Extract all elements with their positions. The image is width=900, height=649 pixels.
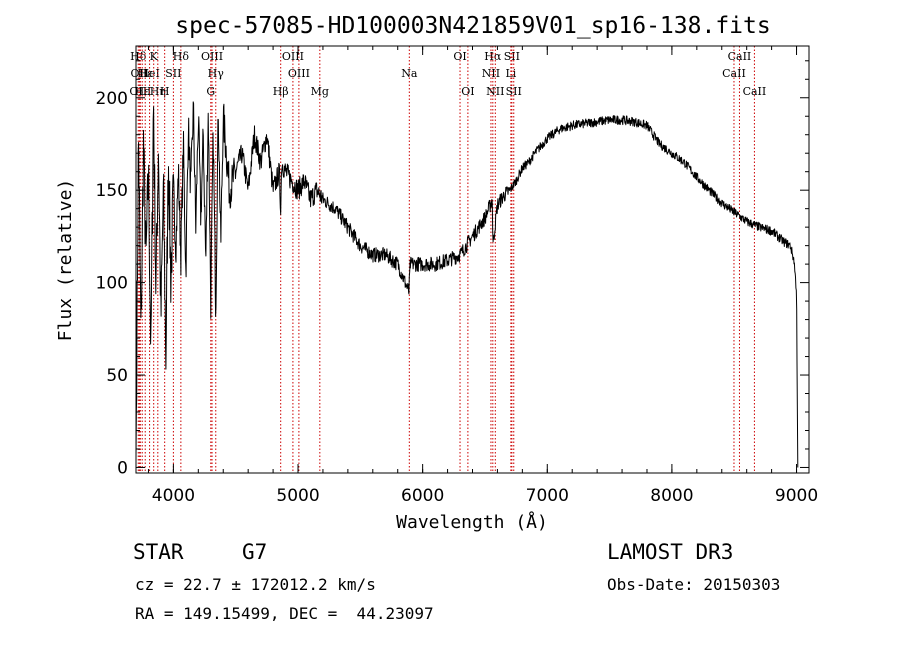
spectral-line-label: SII: [504, 50, 520, 63]
spectral-line-label: OIII: [201, 50, 223, 63]
axes-layer: 4000 5000 6000 7000 8000 9000 0 50 100 150 200: [96, 46, 818, 506]
spectral-line-label: Mg: [311, 85, 329, 98]
spectral-line-label: NII: [482, 67, 500, 80]
spectral-line-label: Hγ: [208, 67, 225, 80]
spectral-line-label: OII: [131, 67, 149, 80]
spectral-line-label: Hβ: [273, 85, 289, 98]
spectral-line-label: OIII: [129, 85, 151, 98]
spectral-line-label: SII: [506, 85, 522, 98]
spectral-line-label: CaII: [743, 85, 767, 98]
spectral-line-label: G: [206, 85, 215, 98]
spectral-line-label: SII: [165, 67, 181, 80]
x-tick-label: 8000: [650, 486, 693, 506]
spectral-line-label: CaII: [728, 50, 752, 63]
spectral-line-label: OI: [453, 50, 466, 63]
spectral-line-label: Na: [401, 67, 418, 80]
y-axis-label: Flux (relative): [55, 179, 76, 342]
spectral-line-label: Hε: [135, 85, 151, 98]
y-tick-label: 100: [96, 274, 128, 294]
x-tick-label: 9000: [775, 486, 818, 506]
spectral-line-label: Hα: [484, 50, 502, 63]
spectral-line-label: H: [160, 85, 170, 98]
y-tick-label: 200: [96, 89, 128, 109]
spectral-line-label: OI: [461, 85, 474, 98]
plot-frame: [135, 45, 810, 474]
x-tick-label: 5000: [276, 486, 319, 506]
redshift-cz: cz = 22.7 ± 172012.2 km/s: [135, 575, 376, 594]
spectral-line-label: NII: [486, 85, 504, 98]
series-layer: [135, 101, 799, 468]
spectral-line-label: HeI: [139, 67, 159, 80]
spectral-line-label: K: [150, 50, 159, 63]
observation-date: Obs-Date: 20150303: [607, 575, 781, 594]
subclass: G7: [242, 540, 268, 564]
y-tick-label: 150: [96, 181, 128, 201]
spectral-line-label: Hη: [150, 85, 166, 98]
flux-series-line: [135, 101, 799, 468]
spectral-line-label: Li: [505, 67, 516, 80]
object-type: STAR: [133, 540, 184, 564]
spectral-line-label: CaII: [722, 67, 746, 80]
x-axis-label: Wavelength (Å): [396, 511, 548, 533]
y-tick-label: 50: [106, 366, 128, 386]
chart-title: spec-57085-HD100003N421859V01_sp16-138.f…: [175, 13, 770, 39]
survey-name: LAMOST DR3: [607, 540, 734, 564]
spectral-line-label: OIII: [282, 50, 304, 63]
spectral-line-label: Hε: [138, 67, 154, 80]
spectral-line-label: OIII: [288, 67, 310, 80]
x-tick-label: 6000: [401, 486, 444, 506]
x-tick-label: 7000: [526, 486, 569, 506]
coordinates: RA = 149.15499, DEC = 44.23097: [135, 604, 434, 623]
y-tick-label: 0: [117, 458, 128, 478]
x-tick-label: 4000: [152, 486, 195, 506]
spectral-line-label: Hδ: [173, 50, 190, 63]
